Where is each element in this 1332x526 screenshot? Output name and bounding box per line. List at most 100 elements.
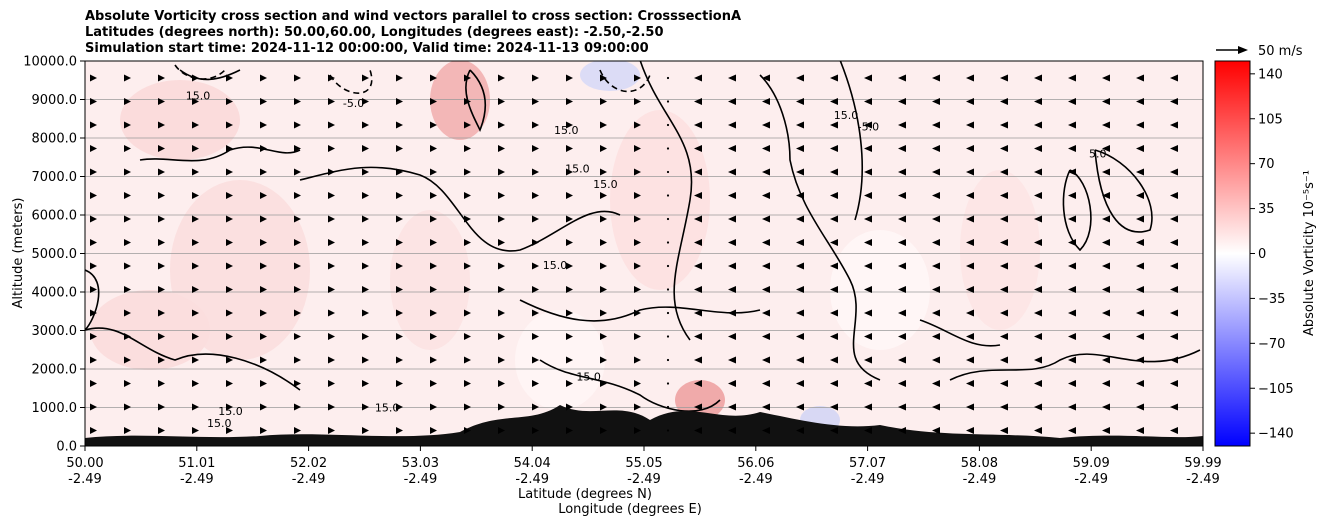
- wind-vector: [796, 98, 804, 105]
- contour-line-negative: [174, 64, 226, 80]
- contour-label: 15.0: [375, 401, 400, 414]
- wind-vector: [294, 309, 301, 317]
- colorbar-tick-label: −70: [1258, 337, 1285, 352]
- wind-vector: [1034, 356, 1042, 364]
- wind-vector: [1068, 380, 1076, 387]
- y-tick-label: 7000.0: [32, 170, 78, 185]
- wind-vector: [762, 215, 770, 223]
- colorbar-gradient: [1214, 60, 1251, 447]
- wind-vector: [600, 380, 607, 387]
- wind-vector: [294, 121, 301, 129]
- wind-vector: [498, 239, 505, 246]
- wind-vector: [1102, 286, 1110, 293]
- wind-vector: [362, 427, 369, 434]
- wind-vector: [430, 215, 437, 223]
- colorbar-tick-label: −105: [1258, 382, 1294, 397]
- wind-vector: [762, 309, 770, 317]
- wind-vector: [600, 286, 607, 293]
- wind-vector: [430, 121, 437, 129]
- wind-vector: [124, 286, 131, 293]
- wind-vector: [158, 333, 165, 340]
- wind-vector: [898, 380, 906, 387]
- wind-vector: [864, 74, 872, 82]
- wind-vector: [694, 145, 702, 152]
- wind-vector: [260, 168, 267, 176]
- wind-vector: [1170, 121, 1178, 129]
- wind-vector: [1000, 286, 1008, 293]
- wind-vector: [260, 239, 267, 246]
- y-tick-label: 2000.0: [32, 363, 78, 378]
- vorticity-region: [675, 380, 725, 420]
- wind-vector: [864, 121, 872, 129]
- wind-vector: [396, 145, 403, 152]
- wind-vector: [192, 145, 199, 152]
- wind-vector: [192, 168, 199, 176]
- wind-vector: [294, 380, 301, 387]
- wind-vector: [90, 380, 97, 387]
- wind-vector: [600, 74, 607, 82]
- wind-vector: [694, 98, 702, 105]
- contour-label: 15.0: [543, 259, 568, 272]
- contour-label: 15.0: [576, 371, 601, 384]
- wind-vector: [532, 380, 539, 387]
- wind-vector: [1170, 356, 1178, 364]
- wind-vector: [796, 286, 804, 293]
- wind-vector: [124, 168, 131, 176]
- wind-vector: [260, 333, 267, 340]
- wind-vector: [898, 98, 906, 105]
- wind-vector: [1034, 145, 1042, 152]
- wind-vector: [362, 309, 369, 317]
- wind-vector: [864, 427, 872, 434]
- wind-vector: [932, 309, 940, 317]
- wind-vector: [260, 98, 267, 105]
- wind-vector: [362, 286, 369, 293]
- wind-vector: [898, 192, 906, 199]
- wind-vector: [1000, 403, 1008, 411]
- wind-vector: [1000, 239, 1008, 246]
- wind-vector: [1102, 356, 1110, 364]
- wind-vector: [226, 333, 233, 340]
- wind-vector: [796, 262, 804, 270]
- wind-vector: [898, 427, 906, 434]
- wind-vector: [600, 192, 607, 199]
- wind-vector: [1068, 239, 1076, 246]
- wind-vector: [1102, 403, 1110, 411]
- wind-vector: [328, 192, 335, 199]
- wind-vector: [192, 74, 199, 82]
- wind-vector: [294, 98, 301, 105]
- wind-vector: [966, 309, 974, 317]
- wind-vector: [328, 380, 335, 387]
- quiver-key-label: 50 m/s: [1258, 44, 1303, 59]
- wind-vector: [226, 239, 233, 246]
- wind-vector: [762, 333, 770, 340]
- wind-vector: [566, 286, 573, 293]
- wind-vector: [90, 333, 97, 340]
- wind-vector: [666, 405, 670, 409]
- wind-vector: [1000, 262, 1008, 270]
- wind-vector: [328, 403, 335, 411]
- vorticity-region: [120, 80, 240, 160]
- wind-vector: [1170, 403, 1178, 411]
- wind-vector: [158, 74, 165, 82]
- wind-vector: [430, 380, 437, 387]
- wind-vector: [762, 168, 770, 176]
- wind-vector: [192, 192, 199, 199]
- wind-vector: [1034, 380, 1042, 387]
- terrain-contours: [85, 405, 1203, 446]
- wind-vector: [694, 215, 702, 223]
- wind-vector: [966, 286, 974, 293]
- wind-vector: [158, 168, 165, 176]
- wind-vector: [1000, 427, 1008, 434]
- colorbar-tick-label: 0: [1258, 247, 1266, 262]
- contour-label: 15.0: [565, 163, 590, 176]
- wind-vector: [898, 309, 906, 317]
- wind-vector: [430, 427, 437, 434]
- wind-vector: [1068, 145, 1076, 152]
- wind-vector: [124, 215, 131, 223]
- wind-vector: [1068, 403, 1076, 411]
- wind-vector: [728, 380, 736, 387]
- wind-vector: [864, 356, 872, 364]
- wind-vector: [566, 239, 573, 246]
- wind-vector: [1000, 192, 1008, 199]
- x-axis-label-latitude: Latitude (degrees N): [518, 487, 652, 502]
